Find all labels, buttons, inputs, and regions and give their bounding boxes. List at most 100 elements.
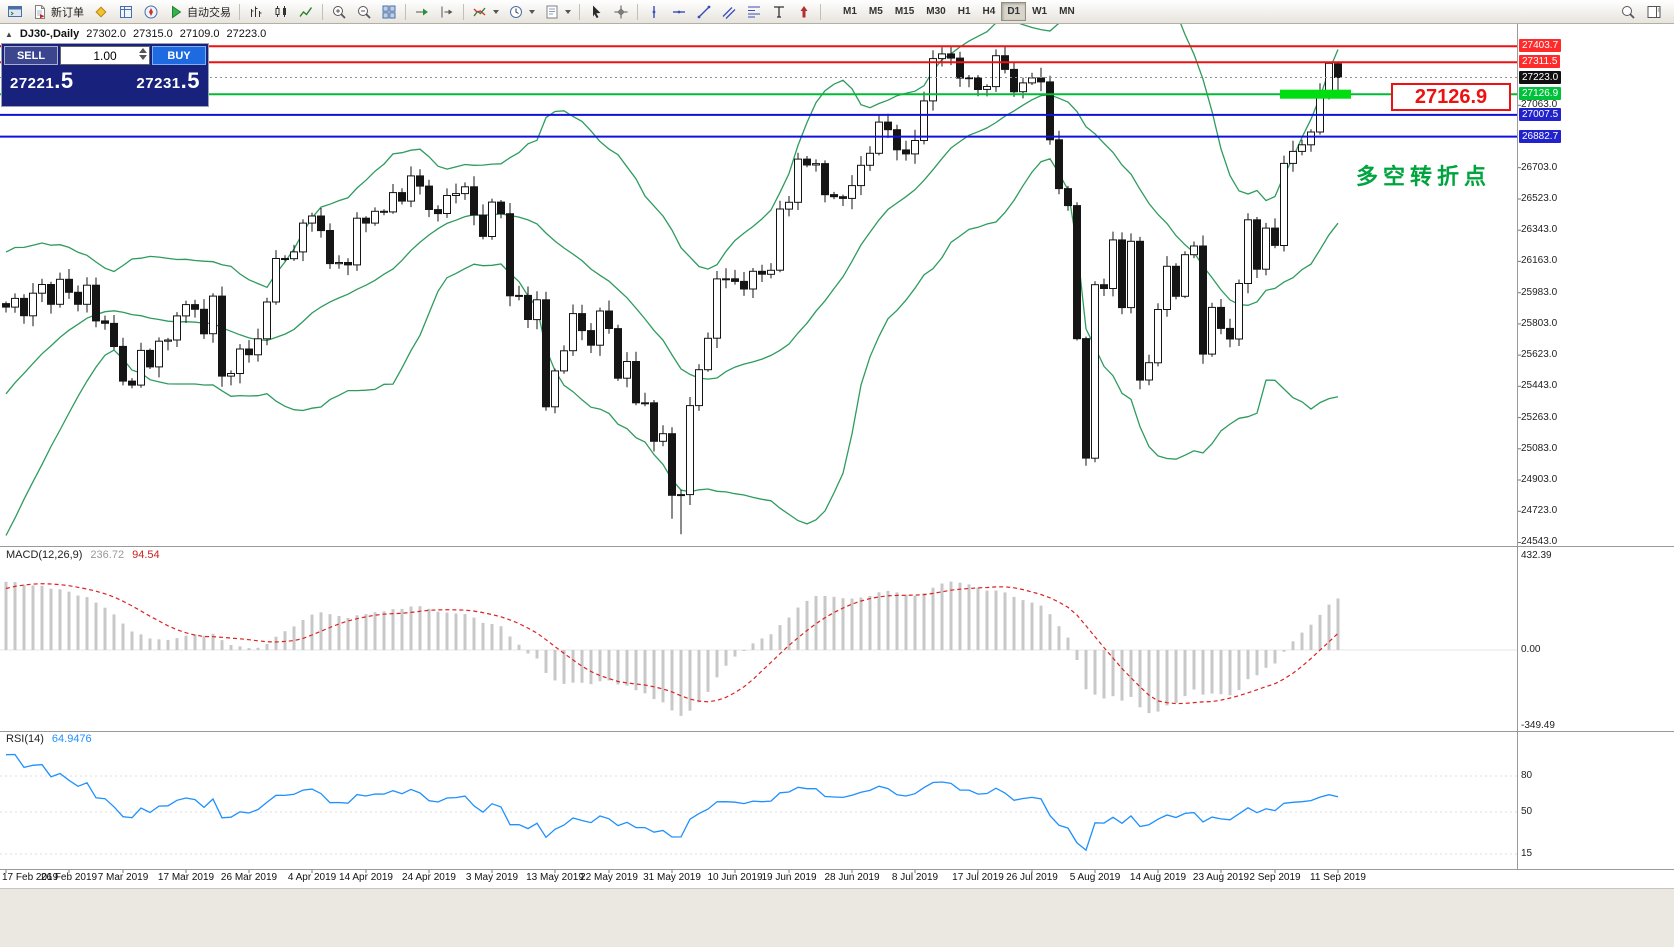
highlight-segment[interactable] — [1280, 89, 1351, 99]
navigator-button[interactable] — [139, 2, 163, 22]
macd-histogram-bar — [1165, 650, 1169, 706]
macd-histogram-bar — [922, 593, 926, 651]
rsi-header: RSI(14) 64.9476 — [6, 733, 92, 745]
buy-button[interactable]: BUY — [152, 46, 206, 65]
macd-histogram-bar — [4, 581, 8, 650]
candle — [1271, 227, 1279, 246]
candle — [425, 185, 433, 211]
candle — [380, 210, 388, 213]
arrows-button[interactable] — [792, 2, 816, 22]
panel-separator[interactable] — [0, 546, 1674, 547]
search-button[interactable] — [1616, 2, 1640, 22]
timeframe-m30[interactable]: M30 — [926, 6, 946, 17]
candle — [488, 201, 496, 238]
autotrading-button[interactable]: 自动交易 — [164, 2, 235, 22]
timeframe-d1[interactable]: D1 — [1001, 2, 1027, 21]
candle — [992, 55, 1000, 88]
volume-up-icon[interactable] — [139, 48, 147, 53]
macd-histogram-bar — [148, 638, 152, 650]
timeframe-w1[interactable]: W1 — [1032, 6, 1048, 17]
ohlc-close: 27223.0 — [226, 28, 267, 40]
time-axis-label: 28 Jun 2019 — [824, 872, 880, 883]
candle — [1055, 139, 1063, 190]
candlestick-series — [2, 46, 1342, 535]
panels-button[interactable] — [1642, 2, 1666, 22]
crosshair-button[interactable] — [609, 2, 633, 22]
equidistant-channel-button[interactable] — [717, 2, 741, 22]
volume-stepper[interactable] — [139, 48, 147, 60]
candle — [542, 299, 550, 408]
line-chart-button[interactable] — [294, 2, 318, 22]
macd-histogram-bar — [301, 620, 305, 650]
macd-histogram-bar — [1156, 650, 1160, 712]
horizontal-line-button[interactable] — [667, 2, 691, 22]
macd-histogram-bar — [346, 618, 350, 650]
timeframe-h1[interactable]: H1 — [957, 6, 971, 17]
macd-histogram-bar — [472, 617, 476, 650]
templates-icon — [546, 5, 558, 18]
new-order-button[interactable]: 新订单 — [28, 2, 88, 22]
terminal-button[interactable] — [3, 2, 27, 22]
candle — [47, 284, 55, 305]
sell-button[interactable]: SELL — [4, 46, 58, 65]
volume-value[interactable]: 1.00 — [93, 48, 117, 63]
text-button[interactable] — [767, 2, 791, 22]
dropdown-caret-icon[interactable] — [529, 9, 535, 14]
one-click-toggle-icon[interactable]: ▲ — [5, 29, 13, 39]
candle — [317, 215, 325, 232]
market-watch-button[interactable] — [114, 2, 138, 22]
cursor-button[interactable] — [584, 2, 608, 22]
candle — [344, 262, 352, 266]
zoom-in-button[interactable] — [327, 2, 351, 22]
dropdown-caret-icon[interactable] — [493, 9, 499, 14]
candle — [812, 163, 820, 166]
chart-shift-icon — [441, 6, 453, 17]
panel-separator[interactable] — [0, 731, 1674, 732]
chart-shift-button[interactable] — [435, 2, 459, 22]
fibonacci-button[interactable] — [742, 2, 766, 22]
macd-histogram-bar — [643, 650, 647, 694]
candle — [371, 210, 379, 224]
price-axis-tick: 26343.0 — [1521, 224, 1558, 236]
macd-histogram-bar — [1291, 641, 1295, 650]
timeframe-m15[interactable]: M15 — [894, 6, 915, 17]
candle — [218, 295, 226, 377]
trendline-button[interactable] — [692, 2, 716, 22]
candlestick-chart-button[interactable] — [269, 2, 293, 22]
price-axis-tick: 25263.0 — [1521, 411, 1558, 423]
macd-histogram-bar — [94, 602, 98, 650]
metaeditor-button[interactable] — [89, 2, 113, 22]
auto-scroll-button[interactable] — [410, 2, 434, 22]
dropdown-caret-icon[interactable] — [565, 9, 571, 14]
macd-histogram-bar — [1228, 650, 1232, 696]
macd-histogram-bar — [1021, 600, 1025, 651]
volume-field[interactable]: 1.00 — [60, 46, 150, 65]
macd-histogram-bar — [733, 650, 737, 657]
vertical-line-button[interactable] — [642, 2, 666, 22]
macd-histogram-bar — [553, 650, 557, 681]
zoom-out-button[interactable] — [352, 2, 376, 22]
macd-histogram-bar — [373, 612, 377, 650]
tile-windows-button[interactable] — [377, 2, 401, 22]
macd-axis-label: -349.49 — [1521, 720, 1555, 731]
timeframe-m5[interactable]: M5 — [868, 6, 883, 17]
indicators-button[interactable] — [468, 2, 503, 22]
timeframe-mn[interactable]: MN — [1059, 6, 1075, 17]
templates-button[interactable] — [540, 2, 575, 22]
price-axis-level-label: 27223.0 — [1519, 70, 1562, 84]
timeframe-m1[interactable]: M1 — [843, 6, 857, 17]
macd-histogram-bar — [940, 583, 944, 650]
bar-chart-button[interactable] — [244, 2, 268, 22]
candle — [1253, 219, 1261, 270]
price-axis-border — [1517, 24, 1518, 869]
macd-histogram-bar — [427, 608, 431, 651]
candle — [938, 53, 946, 60]
macd-histogram-bar — [526, 650, 530, 654]
volume-down-icon[interactable] — [139, 55, 147, 60]
periods-button[interactable] — [504, 2, 539, 22]
chart-note-text[interactable]: 多空转折点 — [1356, 164, 1492, 189]
timeframe-h4[interactable]: H4 — [982, 6, 996, 17]
price-callout-box[interactable]: 27126.9 — [1391, 83, 1511, 111]
macd-histogram-bar — [490, 624, 494, 650]
